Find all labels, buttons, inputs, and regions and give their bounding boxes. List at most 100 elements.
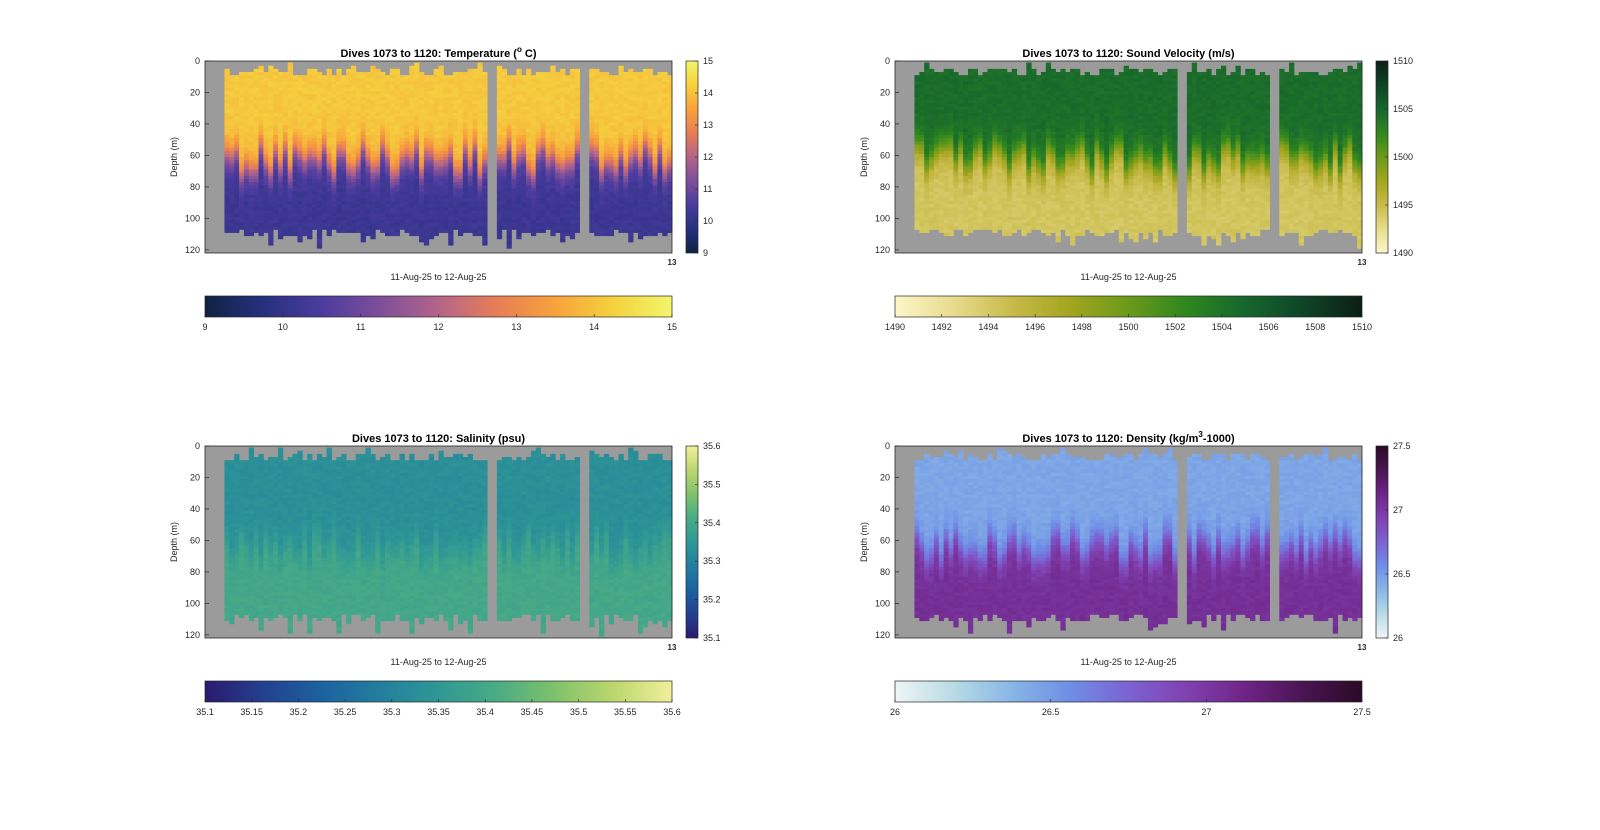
heatmap-cell — [516, 138, 522, 142]
heatmap-cell — [933, 144, 940, 148]
heatmap-cell — [511, 185, 517, 189]
heatmap-cell — [511, 166, 517, 170]
heatmap-cell — [457, 229, 464, 233]
heatmap-cell — [594, 90, 600, 95]
heatmap-cell — [273, 204, 279, 208]
heatmap-cell — [365, 128, 371, 133]
heatmap-cell — [268, 97, 274, 101]
heatmap-cell — [243, 100, 250, 104]
heatmap-cell — [550, 172, 556, 177]
heatmap-cell — [292, 188, 298, 193]
heatmap-cell — [302, 175, 308, 180]
heatmap-cell — [521, 169, 527, 174]
heatmap-cell — [428, 94, 435, 98]
heatmap-cell — [258, 166, 264, 170]
heatmap-cell — [331, 179, 337, 183]
heatmap-cell — [535, 197, 542, 202]
heatmap-cell — [268, 188, 274, 193]
heatmap-cell — [628, 166, 634, 170]
heatmap-cell — [331, 141, 337, 145]
heatmap-cell — [341, 75, 347, 79]
heatmap-cell — [521, 134, 527, 139]
heatmap-cell — [336, 94, 342, 98]
heatmap-cell — [933, 94, 940, 98]
heatmap-cell — [633, 141, 639, 145]
heatmap-cell — [574, 75, 580, 79]
heatmap-cell — [521, 188, 527, 193]
heatmap-cell — [443, 157, 449, 161]
heatmap-cell — [258, 100, 264, 104]
heatmap-cell — [336, 97, 342, 101]
heatmap-cell — [399, 87, 405, 92]
heatmap-cell — [360, 103, 366, 108]
heatmap-cell — [924, 219, 930, 224]
heatmap-cell — [419, 194, 425, 199]
heatmap-cell — [399, 150, 405, 155]
heatmap-cell — [482, 100, 488, 104]
heatmap-cell — [229, 90, 235, 95]
heatmap-cell — [914, 109, 920, 114]
heatmap-cell — [316, 125, 323, 130]
heatmap-cell — [477, 62, 483, 67]
heatmap-cell — [326, 138, 332, 142]
heatmap-cell — [229, 147, 235, 152]
heatmap-cell — [599, 72, 605, 76]
heatmap-cell — [618, 160, 624, 164]
heatmap-cell — [453, 160, 459, 164]
heatmap-cell — [312, 94, 318, 98]
heatmap-cell — [312, 144, 318, 148]
heatmap-cell — [652, 150, 658, 155]
heatmap-cell — [501, 204, 507, 208]
heatmap-cell — [258, 207, 264, 211]
heatmap-cell — [370, 223, 376, 227]
heatmap-cell — [516, 84, 522, 89]
heatmap-cell — [938, 197, 945, 202]
heatmap-cell — [594, 134, 600, 139]
heatmap-cell — [438, 72, 444, 76]
heatmap-cell — [540, 78, 546, 82]
heatmap-cell — [438, 172, 444, 177]
heatmap-cell — [433, 78, 439, 82]
heatmap-cell — [273, 163, 279, 167]
heatmap-cell — [496, 226, 503, 230]
heatmap-cell — [662, 134, 668, 139]
heatmap-cell — [360, 207, 366, 211]
heatmap-cell — [929, 182, 935, 186]
heatmap-cell — [268, 103, 274, 108]
heatmap-cell — [506, 216, 512, 221]
heatmap-cell — [365, 191, 371, 196]
heatmap-cell — [394, 153, 400, 158]
heatmap-cell — [273, 213, 279, 218]
heatmap-cell — [375, 141, 381, 145]
heatmap-cell — [933, 169, 940, 174]
heatmap-cell — [938, 119, 945, 123]
heatmap-cell — [924, 179, 930, 183]
heatmap-cell — [277, 141, 284, 145]
heatmap-cell — [404, 131, 410, 136]
heatmap-cell — [516, 157, 522, 161]
heatmap-cell — [569, 144, 576, 148]
heatmap-cell — [443, 210, 449, 215]
heatmap-cell — [477, 194, 483, 199]
heatmap-cell — [365, 160, 371, 164]
heatmap-cell — [555, 109, 561, 114]
heatmap-cell — [346, 116, 352, 120]
heatmap-cell — [924, 78, 930, 82]
heatmap-cell — [346, 122, 352, 126]
heatmap-cell — [263, 216, 269, 221]
heatmap-cell — [662, 160, 668, 164]
heatmap-cell — [312, 169, 318, 174]
heatmap-cell — [560, 106, 566, 111]
heatmap-cell — [375, 213, 381, 218]
heatmap-cell — [273, 210, 279, 215]
heatmap-cell — [924, 141, 930, 145]
heatmap-cell — [608, 163, 615, 167]
heatmap-cell — [360, 122, 366, 126]
heatmap-cell — [628, 97, 634, 101]
heatmap-cell — [608, 223, 615, 227]
heatmap-cell — [448, 160, 454, 164]
heatmap-cell — [443, 84, 449, 89]
heatmap-cell — [462, 185, 469, 189]
heatmap-cell — [248, 175, 255, 180]
heatmap-cell — [331, 201, 337, 205]
